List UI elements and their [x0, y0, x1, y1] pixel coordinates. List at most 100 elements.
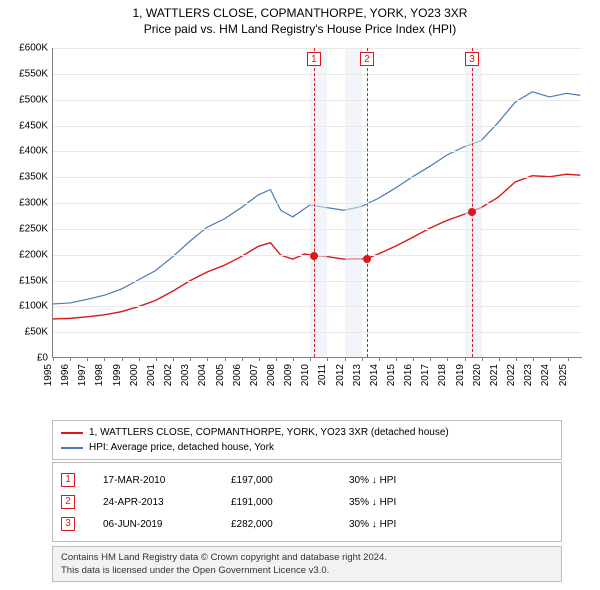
event-marker-box: 3 — [465, 52, 479, 66]
event-num-box: 3 — [61, 517, 75, 531]
x-tick-mark — [533, 357, 534, 361]
x-tick-label: 2007 — [249, 364, 267, 386]
event-marker-box: 1 — [307, 52, 321, 66]
y-gridline — [53, 229, 582, 230]
x-tick-label: 2012 — [335, 364, 353, 386]
x-tick-mark — [310, 357, 311, 361]
x-tick-mark — [379, 357, 380, 361]
y-gridline — [53, 74, 582, 75]
y-tick-label: £300K — [8, 198, 48, 209]
x-tick-mark — [156, 357, 157, 361]
y-tick-label: £500K — [8, 94, 48, 105]
legend-box: 1, WATTLERS CLOSE, COPMANTHORPE, YORK, Y… — [52, 420, 562, 460]
y-tick-label: £200K — [8, 249, 48, 260]
x-tick-mark — [293, 357, 294, 361]
legend-row: 1, WATTLERS CLOSE, COPMANTHORPE, YORK, Y… — [61, 425, 553, 440]
y-gridline — [53, 177, 582, 178]
y-gridline — [53, 203, 582, 204]
event-num-box: 2 — [61, 495, 75, 509]
event-line — [367, 48, 368, 357]
x-tick-label: 2001 — [146, 364, 164, 386]
event-delta: 35% ↓ HPI — [349, 497, 553, 508]
x-tick-mark — [550, 357, 551, 361]
x-tick-mark — [242, 357, 243, 361]
x-tick-label: 2002 — [163, 364, 181, 386]
x-tick-mark — [53, 357, 54, 361]
plot-region: 1 2 3 — [52, 48, 582, 358]
x-tick-mark — [139, 357, 140, 361]
x-tick-label: 2006 — [232, 364, 250, 386]
x-tick-mark — [190, 357, 191, 361]
y-tick-label: £150K — [8, 275, 48, 286]
x-tick-label: 2022 — [506, 364, 524, 386]
x-tick-label: 1999 — [112, 364, 130, 386]
x-tick-mark — [362, 357, 363, 361]
x-tick-label: 2018 — [437, 364, 455, 386]
x-tick-mark — [482, 357, 483, 361]
event-date: 24-APR-2013 — [103, 497, 203, 508]
x-tick-label: 2013 — [352, 364, 370, 386]
x-tick-label: 2009 — [283, 364, 301, 386]
x-tick-mark — [225, 357, 226, 361]
x-tick-label: 1997 — [77, 364, 95, 386]
chart-area: 123 £0£50K£100K£150K£200K£250K£300K£350K… — [8, 48, 592, 378]
x-tick-label: 2010 — [300, 364, 318, 386]
x-tick-label: 2015 — [386, 364, 404, 386]
y-tick-label: £550K — [8, 68, 48, 79]
x-tick-label: 2025 — [558, 364, 576, 386]
x-tick-label: 2019 — [455, 364, 473, 386]
attribution-box: Contains HM Land Registry data © Crown c… — [52, 546, 562, 582]
x-tick-label: 2003 — [180, 364, 198, 386]
attribution-line-1: Contains HM Land Registry data © Crown c… — [61, 551, 553, 564]
legend-label: 1, WATTLERS CLOSE, COPMANTHORPE, YORK, Y… — [89, 425, 449, 440]
y-tick-label: £450K — [8, 120, 48, 131]
x-tick-label: 1998 — [94, 364, 112, 386]
chart-subtitle: Price paid vs. HM Land Registry's House … — [0, 20, 600, 40]
y-tick-label: £50K — [8, 327, 48, 338]
x-tick-label: 2000 — [129, 364, 147, 386]
event-marker-dot — [310, 252, 318, 260]
event-price: £197,000 — [231, 475, 321, 486]
y-tick-label: £250K — [8, 223, 48, 234]
x-tick-mark — [70, 357, 71, 361]
y-tick-label: £400K — [8, 146, 48, 157]
y-tick-label: £0 — [8, 353, 48, 364]
legend-swatch — [61, 432, 83, 434]
attribution-line-2: This data is licensed under the Open Gov… — [61, 564, 553, 577]
event-date: 06-JUN-2019 — [103, 519, 203, 530]
x-tick-label: 2014 — [369, 364, 387, 386]
x-tick-mark — [430, 357, 431, 361]
legend-label: HPI: Average price, detached house, York — [89, 440, 274, 455]
x-tick-mark — [499, 357, 500, 361]
event-row: 117-MAR-2010£197,00030% ↓ HPI — [61, 469, 553, 491]
event-num-box: 1 — [61, 473, 75, 487]
x-tick-mark — [207, 357, 208, 361]
event-delta: 30% ↓ HPI — [349, 519, 553, 530]
x-tick-mark — [122, 357, 123, 361]
x-tick-mark — [104, 357, 105, 361]
x-tick-label: 1995 — [43, 364, 61, 386]
event-marker-dot — [468, 208, 476, 216]
y-tick-label: £100K — [8, 301, 48, 312]
event-price: £191,000 — [231, 497, 321, 508]
chart-title: 1, WATTLERS CLOSE, COPMANTHORPE, YORK, Y… — [0, 0, 600, 20]
x-tick-mark — [87, 357, 88, 361]
x-tick-label: 2016 — [403, 364, 421, 386]
event-date: 17-MAR-2010 — [103, 475, 203, 486]
x-tick-label: 2004 — [197, 364, 215, 386]
x-tick-label: 2020 — [472, 364, 490, 386]
x-tick-label: 2005 — [215, 364, 233, 386]
legend-swatch — [61, 447, 83, 449]
event-marker-dot — [363, 255, 371, 263]
x-tick-label: 2024 — [540, 364, 558, 386]
event-marker-box: 2 — [360, 52, 374, 66]
y-gridline — [53, 306, 582, 307]
x-tick-label: 2021 — [489, 364, 507, 386]
x-tick-mark — [465, 357, 466, 361]
x-tick-mark — [447, 357, 448, 361]
x-tick-label: 2008 — [266, 364, 284, 386]
x-tick-mark — [568, 357, 569, 361]
x-tick-mark — [396, 357, 397, 361]
x-tick-mark — [259, 357, 260, 361]
x-tick-mark — [276, 357, 277, 361]
